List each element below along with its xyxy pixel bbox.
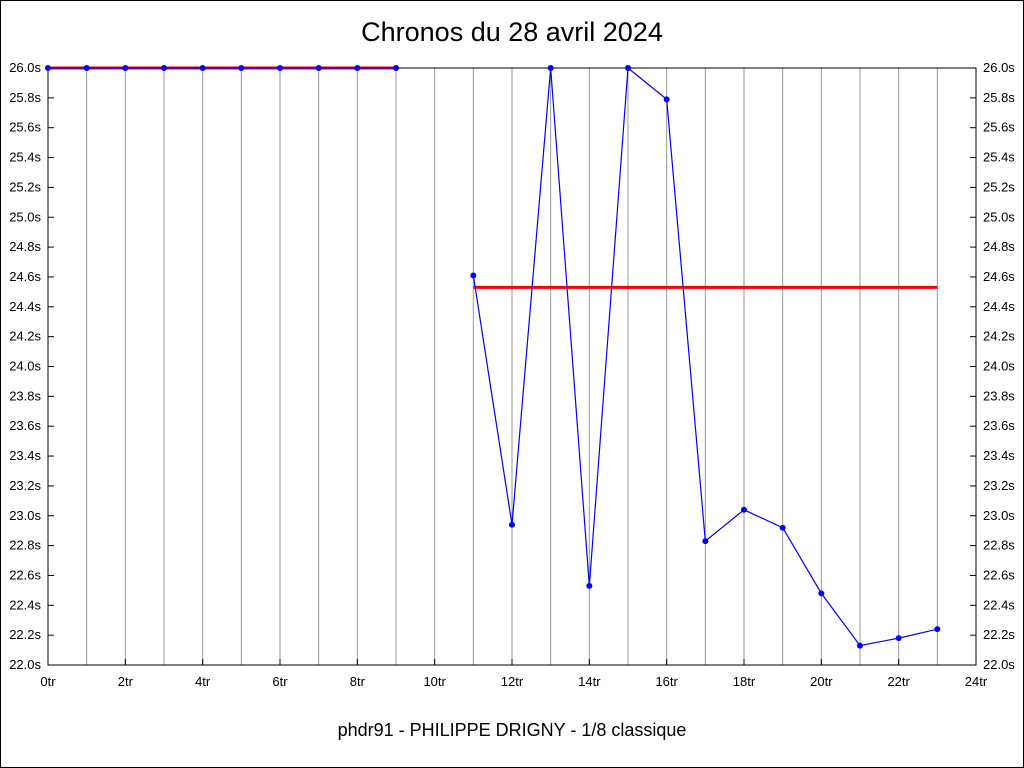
y-axis-label-right: 22.8s xyxy=(983,538,1015,553)
data-point xyxy=(818,590,825,597)
y-axis-label-left: 25.8s xyxy=(9,90,41,105)
data-point xyxy=(315,65,322,71)
x-axis-label: 12tr xyxy=(501,674,524,689)
data-point xyxy=(895,635,902,642)
y-axis-label-left: 23.0s xyxy=(9,508,41,523)
data-point xyxy=(393,65,399,71)
y-axis-label-right: 23.2s xyxy=(983,478,1015,493)
y-axis-label-right: 24.4s xyxy=(983,299,1015,314)
x-axis-label: 6tr xyxy=(272,674,288,689)
data-point xyxy=(702,538,709,545)
x-axis-label: 24tr xyxy=(965,674,988,689)
data-point xyxy=(779,524,786,531)
data-point xyxy=(277,65,283,71)
y-axis-label-left: 24.8s xyxy=(9,239,41,254)
y-axis-label-left: 23.2s xyxy=(9,478,41,493)
y-axis-label-left: 24.6s xyxy=(9,269,41,284)
y-axis-label-right: 24.0s xyxy=(983,359,1015,374)
y-axis-label-right: 23.8s xyxy=(983,388,1015,403)
y-axis-label-left: 25.4s xyxy=(9,150,41,165)
y-axis-label-left: 22.4s xyxy=(9,597,41,612)
y-axis-label-right: 24.8s xyxy=(983,239,1015,254)
x-axis-label: 8tr xyxy=(350,674,366,689)
y-axis-label-right: 25.4s xyxy=(983,150,1015,165)
y-axis-label-left: 24.0s xyxy=(9,359,41,374)
x-axis-label: 20tr xyxy=(810,674,833,689)
y-axis-label-right: 25.6s xyxy=(983,120,1015,135)
x-axis-label: 10tr xyxy=(423,674,446,689)
y-axis-label-right: 23.6s xyxy=(983,418,1015,433)
y-axis-label-left: 22.0s xyxy=(9,657,41,672)
chart-title: Chronos du 28 avril 2024 xyxy=(361,17,663,47)
y-axis-label-left: 24.4s xyxy=(9,299,41,314)
data-point xyxy=(547,65,554,71)
y-axis-label-right: 25.2s xyxy=(983,179,1015,194)
y-axis-label-right: 25.0s xyxy=(983,209,1015,224)
x-axis-label: 22tr xyxy=(887,674,910,689)
y-axis-label-left: 23.6s xyxy=(9,418,41,433)
data-point xyxy=(354,65,361,71)
y-axis-label-right: 22.0s xyxy=(983,657,1015,672)
y-axis-label-right: 23.0s xyxy=(983,508,1015,523)
chart-footer: phdr91 - PHILIPPE DRIGNY - 1/8 classique xyxy=(337,720,687,740)
x-axis-label: 4tr xyxy=(195,674,211,689)
y-axis-label-right: 26.0s xyxy=(983,60,1015,75)
y-axis-label-left: 22.2s xyxy=(9,627,41,642)
data-point xyxy=(470,272,477,279)
data-point xyxy=(586,582,593,589)
y-axis-label-right: 23.4s xyxy=(983,448,1015,463)
data-point xyxy=(122,65,129,71)
data-point xyxy=(161,65,167,71)
y-axis-label-left: 25.2s xyxy=(9,179,41,194)
y-axis-label-left: 23.4s xyxy=(9,448,41,463)
y-axis-label-right: 24.2s xyxy=(983,329,1015,344)
data-point xyxy=(741,506,747,513)
y-axis-label-left: 24.2s xyxy=(9,329,41,344)
data-point xyxy=(625,65,631,71)
y-axis-label-left: 25.0s xyxy=(9,209,41,224)
y-axis-label-right: 22.2s xyxy=(983,627,1015,642)
y-axis-label-right: 22.4s xyxy=(983,597,1015,612)
data-point xyxy=(663,96,670,103)
data-point xyxy=(83,65,90,71)
y-axis-label-right: 22.6s xyxy=(983,567,1015,582)
x-axis-label: 2tr xyxy=(118,674,134,689)
data-point xyxy=(509,521,515,528)
y-axis-label-left: 26.0s xyxy=(9,60,41,75)
data-point xyxy=(238,65,245,71)
y-axis-label-right: 24.6s xyxy=(983,269,1015,284)
y-axis-label-left: 22.8s xyxy=(9,538,41,553)
x-axis-label: 14tr xyxy=(578,674,601,689)
y-axis-label-right: 25.8s xyxy=(983,90,1015,105)
y-axis-label-left: 25.6s xyxy=(9,120,41,135)
x-axis-label: 0tr xyxy=(40,674,56,689)
data-point xyxy=(934,626,941,633)
y-axis-label-left: 22.6s xyxy=(9,567,41,582)
x-axis-label: 18tr xyxy=(733,674,756,689)
y-axis-label-left: 23.8s xyxy=(9,388,41,403)
data-point xyxy=(199,65,206,71)
x-axis-label: 16tr xyxy=(655,674,678,689)
data-point xyxy=(857,642,863,649)
data-point xyxy=(45,65,51,71)
